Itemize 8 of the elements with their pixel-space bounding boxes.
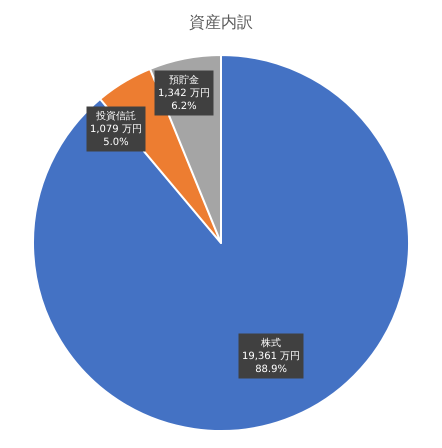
chart-title: 資産内訳 (189, 12, 253, 32)
slice-label: 投資信託 (94, 110, 136, 122)
data-label: 19,361 万円 88.9% (242, 351, 300, 375)
data-label: 1,342 万円 6.2% (158, 88, 210, 112)
slice-label: 預貯金 (168, 74, 199, 86)
pie-slice (32, 54, 410, 432)
data-label: 1,079 万円 5.0% (90, 124, 142, 148)
slice-label: 株式 (260, 337, 282, 349)
